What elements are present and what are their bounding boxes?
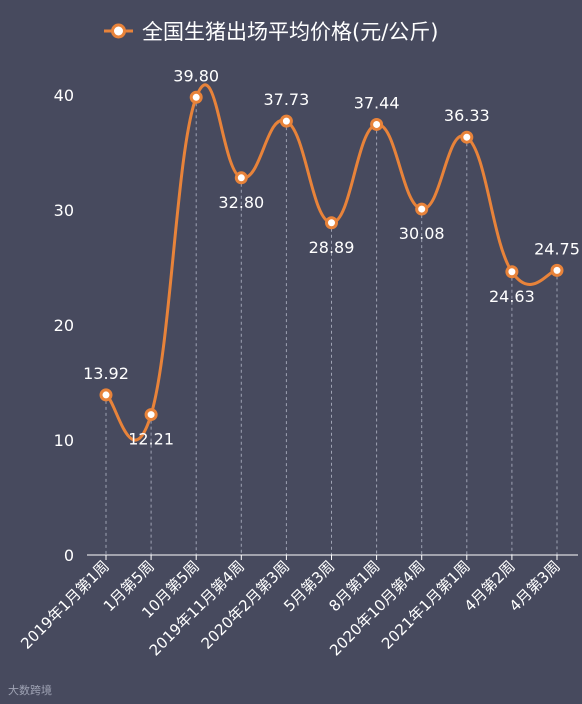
data-point [370, 117, 384, 131]
data-label: 30.08 [399, 224, 445, 243]
watermark-logo: 大数跨境 [8, 682, 52, 698]
x-tick-label: 2019年1月第1周 [17, 557, 113, 653]
data-labels: 13.92 12.21 39.80 32.80 37.73 28.89 37.44 30.08… [83, 66, 580, 448]
data-point [505, 265, 519, 279]
watermark-text: 大数跨境 [8, 684, 52, 697]
y-tick-label: 10 [54, 431, 74, 450]
data-label: 13.92 [83, 364, 129, 383]
data-point [99, 388, 113, 402]
data-point [189, 90, 203, 104]
data-label: 12.21 [128, 430, 174, 449]
data-label: 24.63 [489, 287, 535, 306]
data-point [234, 171, 248, 185]
data-point [144, 408, 158, 422]
legend: 全国生猪出场平均价格(元/公斤) [104, 20, 438, 44]
data-label: 24.75 [534, 239, 580, 258]
data-point [550, 263, 564, 277]
data-point [279, 114, 293, 128]
data-point [325, 216, 338, 230]
data-label: 28.89 [309, 238, 355, 257]
guide-lines [105, 97, 558, 555]
data-points [99, 90, 564, 422]
data-point [460, 130, 474, 144]
y-axis: 0 10 20 30 40 [54, 86, 74, 565]
x-axis: 2019年1月第1周1月第5周10月第5周2019年11月第4周2020年2月第… [17, 554, 578, 659]
y-tick-label: 0 [64, 546, 74, 565]
data-label: 36.33 [444, 106, 490, 125]
legend-label: 全国生猪出场平均价格(元/公斤) [142, 20, 438, 44]
data-label: 32.80 [218, 193, 264, 212]
data-point [415, 202, 429, 216]
y-tick-label: 40 [54, 86, 74, 105]
data-label: 37.44 [354, 93, 400, 112]
legend-marker [111, 23, 126, 39]
y-tick-label: 30 [54, 201, 74, 220]
y-tick-label: 20 [54, 316, 74, 335]
data-label: 39.80 [173, 66, 219, 85]
data-label: 37.73 [263, 90, 309, 109]
